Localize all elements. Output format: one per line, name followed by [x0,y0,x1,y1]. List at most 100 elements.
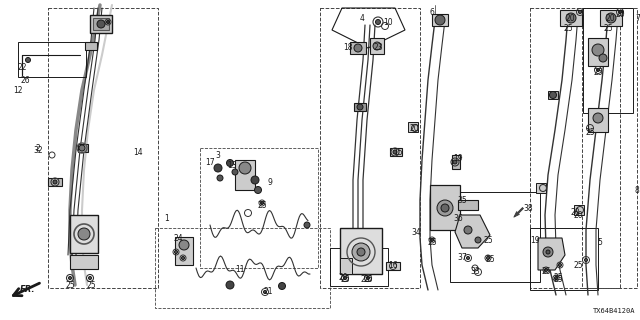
Circle shape [559,263,561,267]
Circle shape [431,238,433,242]
Bar [588,108,608,132]
Text: 38: 38 [523,204,533,212]
Bar [350,42,366,54]
Text: 2: 2 [36,143,40,153]
Circle shape [226,281,234,289]
Circle shape [278,283,285,290]
Circle shape [486,257,490,260]
Circle shape [354,44,362,52]
Bar [386,262,400,270]
Bar [18,42,86,77]
Bar [582,8,637,288]
Text: 25: 25 [65,281,75,290]
Text: FR.: FR. [20,285,36,294]
Circle shape [78,228,90,240]
Text: 12: 12 [13,85,23,94]
Text: 5: 5 [598,237,602,246]
Bar [574,205,584,215]
Circle shape [352,243,370,261]
Polygon shape [455,215,490,248]
Circle shape [26,58,31,62]
Text: 25: 25 [541,268,551,276]
Bar [330,248,388,286]
Circle shape [304,222,310,228]
Text: 14: 14 [133,148,143,156]
Text: 25: 25 [340,276,350,284]
Circle shape [106,20,109,23]
Text: 25: 25 [593,68,603,76]
Text: 25: 25 [86,281,96,290]
Bar [48,178,62,186]
Text: 33: 33 [470,268,480,276]
Text: 35: 35 [457,196,467,204]
Text: 1: 1 [164,213,170,222]
Text: 15: 15 [393,148,403,156]
Circle shape [554,276,557,279]
Text: 25: 25 [427,237,437,246]
Text: 10: 10 [383,18,393,27]
Text: 20: 20 [605,13,615,22]
Circle shape [437,200,453,216]
Bar [408,122,418,132]
Circle shape [232,169,238,175]
Bar [155,228,330,308]
Bar [85,42,97,50]
Text: 20: 20 [565,13,575,22]
Text: 23: 23 [373,43,383,52]
Text: 25: 25 [585,127,595,137]
Bar [93,18,109,30]
Bar [175,237,193,265]
Bar [370,38,384,54]
Text: 20: 20 [570,207,580,217]
Text: 25: 25 [483,236,493,244]
Circle shape [546,250,550,254]
Bar [354,103,366,111]
Circle shape [182,257,184,260]
Text: 24: 24 [173,234,183,243]
Circle shape [593,113,603,123]
Circle shape [545,268,547,271]
Text: 19: 19 [530,236,540,244]
Circle shape [464,226,472,234]
Text: 11: 11 [236,266,244,275]
Circle shape [344,276,346,279]
Text: 20: 20 [573,211,583,220]
Text: 22: 22 [17,62,27,71]
Text: 25: 25 [563,23,573,33]
Circle shape [88,276,92,279]
Bar [432,14,448,26]
Bar [548,91,558,99]
Circle shape [79,145,85,151]
Text: 3: 3 [216,150,220,159]
Text: 37: 37 [457,253,467,262]
Bar [452,155,460,169]
Circle shape [543,247,553,257]
Text: 20: 20 [615,10,625,19]
Circle shape [592,44,604,56]
Bar [78,144,88,152]
Bar [588,38,608,66]
Text: 6: 6 [429,7,435,17]
Text: 25: 25 [603,23,613,33]
Text: 18: 18 [343,43,353,52]
Bar [390,148,402,156]
Text: 7: 7 [636,13,640,22]
Bar [430,185,460,230]
Text: 19: 19 [453,154,463,163]
Circle shape [68,276,72,279]
Bar [530,8,620,288]
Bar [583,8,633,113]
Polygon shape [538,238,565,270]
Circle shape [264,291,266,293]
Circle shape [579,11,582,13]
Text: 26: 26 [20,76,30,84]
Text: 21: 21 [263,287,273,297]
Circle shape [606,13,616,23]
Circle shape [550,92,557,99]
Bar [458,200,478,210]
FancyArrow shape [514,207,524,217]
Circle shape [596,68,600,71]
Bar [320,8,420,288]
Text: TX64B4120A: TX64B4120A [593,308,635,314]
Text: 8: 8 [635,186,639,195]
